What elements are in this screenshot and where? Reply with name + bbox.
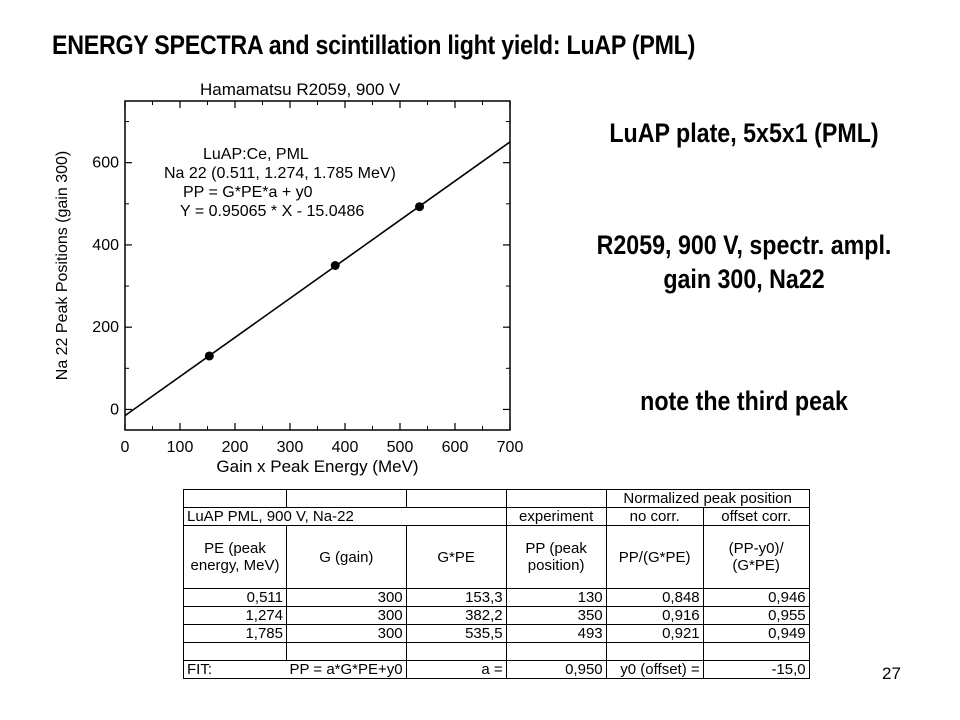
x-tick-label: 500 — [387, 439, 414, 456]
plot-frame — [124, 100, 511, 431]
fit-row: FIT: PP = a*G*PE+y0 a = 0,950 y0 (offset… — [183, 660, 810, 679]
y-tick-label: 400 — [92, 237, 119, 254]
legend-line: Y = 0.95065 * X - 15.0486 — [180, 203, 364, 220]
series-header: LuAP PML, 900 V, Na-22 — [183, 507, 507, 526]
x-tick-label: 300 — [277, 439, 304, 456]
y-tick-label: 600 — [92, 155, 119, 172]
legend-line: LuAP:Ce, PML — [203, 146, 309, 163]
column-header: G*PE — [405, 525, 507, 589]
table-cell: 0,921 — [605, 624, 704, 643]
table-row: 1,785 300 535,5 493 0,921 0,949 — [183, 624, 810, 643]
table-cell: 0,511 — [183, 588, 287, 607]
legend-line: PP = G*PE*a + y0 — [183, 184, 313, 201]
normalized-header: Normalized peak position — [605, 489, 810, 508]
column-header: (PP-y0)/ (G*PE) — [702, 525, 810, 589]
table-cell: 1,785 — [183, 624, 287, 643]
table-row-empty — [183, 642, 810, 661]
x-axis-label: Gain x Peak Energy (MeV) — [216, 457, 418, 476]
table-header-row-1: Normalized peak position — [183, 489, 810, 508]
fit-y0-value: -15,0 — [702, 660, 810, 679]
column-header: PP (peak position) — [505, 525, 607, 589]
fit-a-value: 0,950 — [505, 660, 607, 679]
x-tick-label: 600 — [442, 439, 469, 456]
x-tick-label: 100 — [167, 439, 194, 456]
table-cell: 300 — [286, 606, 407, 625]
table-header-row-2: LuAP PML, 900 V, Na-22 experiment no cor… — [183, 507, 810, 526]
x-tick-label: 400 — [332, 439, 359, 456]
column-header: G (gain) — [286, 525, 407, 589]
fit-line — [124, 141, 511, 417]
table-cell — [286, 642, 407, 661]
x-tick-label: 0 — [121, 439, 130, 456]
table-row: 0,511 300 153,3 130 0,848 0,946 — [183, 588, 810, 607]
fit-a-label: a = — [405, 660, 507, 679]
offset-corr-header: offset corr. — [702, 507, 810, 526]
experiment-header: experiment — [505, 507, 607, 526]
table-column-headers: PE (peak energy, MeV) G (gain) G*PE PP (… — [183, 525, 810, 589]
slide-title: ENERGY SPECTRA and scintillation light y… — [52, 30, 696, 60]
table-cell: 350 — [505, 606, 607, 625]
table-cell: 535,5 — [405, 624, 507, 643]
table-cell — [702, 642, 810, 661]
table-cell: 0,848 — [605, 588, 704, 607]
table-cell: 130 — [505, 588, 607, 607]
table-cell — [183, 489, 287, 508]
table-cell — [505, 489, 607, 508]
table-cell: 1,274 — [183, 606, 287, 625]
legend-line: Na 22 (0.511, 1.274, 1.785 MeV) — [164, 165, 396, 182]
table-cell: 0,955 — [702, 606, 810, 625]
y-tick-label: 200 — [92, 319, 119, 336]
third-peak-note: note the third peak — [640, 386, 848, 416]
table-cell — [183, 642, 287, 661]
column-header: PE (peak energy, MeV) — [183, 525, 287, 589]
table-cell — [405, 642, 507, 661]
table-cell: 153,3 — [405, 588, 507, 607]
data-point — [415, 202, 425, 212]
x-tick-label: 700 — [497, 439, 524, 456]
sample-description: LuAP plate, 5x5x1 (PML) — [609, 118, 879, 148]
setup-description: R2059, 900 V, spectr. ampl. gain 300, Na… — [596, 230, 892, 294]
column-header: PP/(G*PE) — [605, 525, 704, 589]
data-point — [330, 261, 340, 270]
data-point — [204, 351, 214, 361]
table-cell: 0,916 — [605, 606, 704, 625]
results-table: Normalized peak position LuAP PML, 900 V… — [183, 489, 810, 679]
table-cell — [405, 489, 507, 508]
table-cell: 0,949 — [702, 624, 810, 643]
table-cell — [505, 642, 607, 661]
no-corr-header: no corr. — [605, 507, 704, 526]
table-cell: 300 — [286, 588, 407, 607]
chart-title: Hamamatsu R2059, 900 V — [200, 80, 401, 99]
fit-formula: PP = a*G*PE+y0 — [286, 660, 407, 679]
x-tick-label: 200 — [222, 439, 249, 456]
table-cell: 493 — [505, 624, 607, 643]
table-cell: 0,946 — [702, 588, 810, 607]
table-cell: 382,2 — [405, 606, 507, 625]
y-axis-label: Na 22 Peak Positions (gain 300) — [54, 151, 71, 380]
fit-label: FIT: — [183, 660, 287, 679]
table-cell — [286, 489, 407, 508]
table-cell: 300 — [286, 624, 407, 643]
fit-y0-label: y0 (offset) = — [605, 660, 704, 679]
page-number: 27 — [882, 664, 901, 683]
table-row: 1,274 300 382,2 350 0,916 0,955 — [183, 606, 810, 625]
y-tick-label: 0 — [110, 401, 119, 418]
table-cell — [605, 642, 704, 661]
